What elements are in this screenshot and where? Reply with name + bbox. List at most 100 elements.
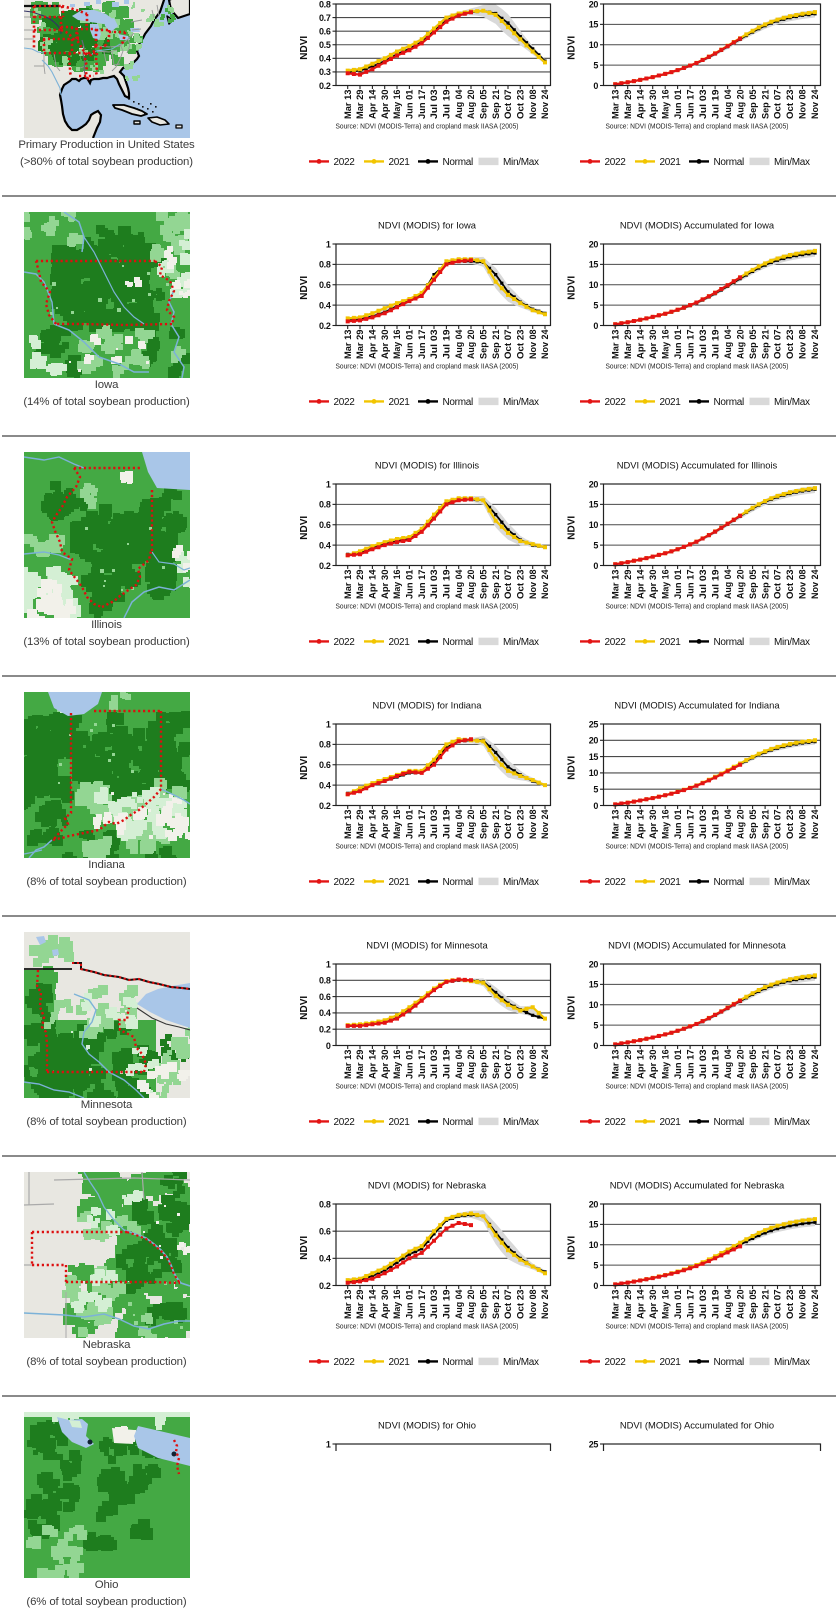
svg-text:10: 10 (589, 768, 599, 778)
svg-text:Mar 29: Mar 29 (355, 810, 365, 840)
svg-text:2021: 2021 (660, 637, 682, 648)
svg-text:0.4: 0.4 (319, 54, 331, 64)
svg-text:NDVI (MODIS) Accumulated for N: NDVI (MODIS) Accumulated for Nebraska (610, 1179, 785, 1190)
svg-text:Mar 13: Mar 13 (343, 810, 353, 840)
svg-text:Source: NDVI (MODIS-Terra) and: Source: NDVI (MODIS-Terra) and cropland … (606, 1322, 789, 1331)
svg-text:Nov 24: Nov 24 (810, 1289, 820, 1319)
svg-text:Min/Max: Min/Max (503, 397, 539, 408)
svg-text:25: 25 (589, 719, 599, 729)
svg-text:Aug 20: Aug 20 (466, 1050, 476, 1080)
svg-text:Min/Max: Min/Max (503, 877, 539, 888)
svg-text:Oct 07: Oct 07 (773, 330, 783, 360)
svg-text:Jun 17: Jun 17 (417, 330, 427, 360)
svg-text:Jul 19: Jul 19 (442, 570, 452, 600)
svg-text:Jul 03: Jul 03 (698, 810, 708, 840)
svg-text:Aug 04: Aug 04 (454, 1049, 464, 1079)
svg-text:Apr 30: Apr 30 (648, 90, 658, 120)
svg-text:Jun 01: Jun 01 (405, 330, 415, 360)
svg-text:10: 10 (589, 1240, 599, 1250)
svg-text:Normal: Normal (443, 157, 474, 168)
svg-text:Nov 08: Nov 08 (528, 330, 538, 360)
svg-text:20: 20 (589, 959, 599, 969)
svg-text:Source: NDVI (MODIS-Terra) and: Source: NDVI (MODIS-Terra) and cropland … (606, 602, 789, 611)
svg-text:NDVI: NDVI (299, 276, 310, 300)
svg-text:May 16: May 16 (392, 90, 402, 120)
svg-text:Aug 20: Aug 20 (735, 570, 745, 600)
svg-text:Mar 13: Mar 13 (343, 330, 353, 360)
svg-text:10: 10 (589, 1000, 599, 1010)
svg-text:Oct 23: Oct 23 (516, 330, 526, 360)
svg-text:NDVI: NDVI (567, 36, 578, 60)
svg-text:Sep 21: Sep 21 (760, 90, 770, 120)
svg-text:Aug 04: Aug 04 (454, 569, 464, 599)
svg-text:0.4: 0.4 (319, 540, 331, 550)
svg-text:Sep 21: Sep 21 (491, 570, 501, 600)
svg-text:Oct 07: Oct 07 (503, 570, 513, 600)
svg-text:Nov 08: Nov 08 (528, 1050, 538, 1080)
svg-text:Jul 19: Jul 19 (442, 330, 452, 360)
svg-text:NDVI (MODIS) for Minnesota: NDVI (MODIS) for Minnesota (366, 939, 488, 950)
svg-text:Nov 24: Nov 24 (810, 1049, 820, 1079)
svg-text:Apr 14: Apr 14 (368, 89, 378, 119)
svg-text:Apr 30: Apr 30 (380, 1050, 390, 1080)
svg-text:NDVI: NDVI (567, 1236, 578, 1260)
svg-text:Aug 20: Aug 20 (735, 1290, 745, 1320)
svg-text:Nov 24: Nov 24 (540, 89, 550, 119)
svg-text:Source: NDVI (MODIS-Terra) and: Source: NDVI (MODIS-Terra) and cropland … (606, 122, 789, 131)
svg-text:Oct 07: Oct 07 (773, 90, 783, 120)
svg-text:Sep 05: Sep 05 (748, 330, 758, 360)
svg-text:0.6: 0.6 (319, 760, 331, 770)
svg-text:0.8: 0.8 (319, 1199, 331, 1209)
svg-text:Source: NDVI (MODIS-Terra) and: Source: NDVI (MODIS-Terra) and cropland … (606, 1082, 789, 1091)
svg-text:15: 15 (589, 752, 599, 762)
svg-text:0: 0 (593, 1041, 598, 1051)
svg-text:Jul 03: Jul 03 (698, 90, 708, 120)
svg-text:Min/Max: Min/Max (774, 1117, 810, 1128)
svg-text:NDVI (MODIS) for Ohio: NDVI (MODIS) for Ohio (378, 1419, 476, 1430)
svg-text:Apr 30: Apr 30 (648, 330, 658, 360)
svg-text:Apr 30: Apr 30 (380, 1290, 390, 1320)
svg-text:2022: 2022 (334, 877, 356, 888)
svg-text:Mar 13: Mar 13 (610, 330, 620, 360)
svg-text:Sep 21: Sep 21 (760, 570, 770, 600)
svg-text:Jul 03: Jul 03 (429, 330, 439, 360)
svg-text:Oct 07: Oct 07 (503, 1290, 513, 1320)
svg-text:Jun 01: Jun 01 (673, 570, 683, 600)
svg-text:0.8: 0.8 (319, 740, 331, 750)
svg-text:Aug 20: Aug 20 (466, 90, 476, 120)
svg-text:NDVI: NDVI (299, 996, 310, 1020)
svg-text:Oct 23: Oct 23 (785, 570, 795, 600)
svg-text:Aug 20: Aug 20 (466, 330, 476, 360)
svg-text:Oct 07: Oct 07 (773, 570, 783, 600)
svg-text:0.8: 0.8 (319, 260, 331, 270)
svg-text:NDVI (MODIS) Accumulated for I: NDVI (MODIS) Accumulated for Illinois (617, 459, 778, 470)
svg-text:Jul 03: Jul 03 (698, 570, 708, 600)
svg-text:Min/Max: Min/Max (774, 397, 810, 408)
svg-text:Mar 13: Mar 13 (343, 1290, 353, 1320)
svg-text:Normal: Normal (714, 397, 745, 408)
svg-text:May 16: May 16 (660, 810, 670, 840)
svg-text:Jul 19: Jul 19 (710, 570, 720, 600)
svg-text:2022: 2022 (605, 877, 627, 888)
svg-text:2022: 2022 (334, 1117, 356, 1128)
svg-text:0: 0 (593, 561, 598, 571)
svg-text:20: 20 (589, 0, 599, 9)
svg-text:0.2: 0.2 (319, 81, 331, 91)
svg-text:Nov 24: Nov 24 (540, 1289, 550, 1319)
svg-text:20: 20 (589, 479, 599, 489)
svg-text:Nov 08: Nov 08 (798, 1050, 808, 1080)
svg-text:Jun 17: Jun 17 (417, 1050, 427, 1080)
svg-text:Nov 08: Nov 08 (528, 1290, 538, 1320)
svg-text:May 16: May 16 (660, 1050, 670, 1080)
svg-text:Nov 08: Nov 08 (528, 90, 538, 120)
svg-text:Nov 08: Nov 08 (798, 570, 808, 600)
svg-text:Min/Max: Min/Max (503, 1117, 539, 1128)
svg-text:1: 1 (326, 719, 331, 729)
svg-text:Oct 07: Oct 07 (503, 1050, 513, 1080)
svg-text:Mar 29: Mar 29 (355, 1290, 365, 1320)
svg-text:Sep 21: Sep 21 (491, 1050, 501, 1080)
svg-text:0: 0 (593, 321, 598, 331)
svg-text:Min/Max: Min/Max (774, 157, 810, 168)
svg-text:NDVI (MODIS) for Indiana: NDVI (MODIS) for Indiana (373, 699, 483, 710)
svg-text:Mar 29: Mar 29 (355, 330, 365, 360)
